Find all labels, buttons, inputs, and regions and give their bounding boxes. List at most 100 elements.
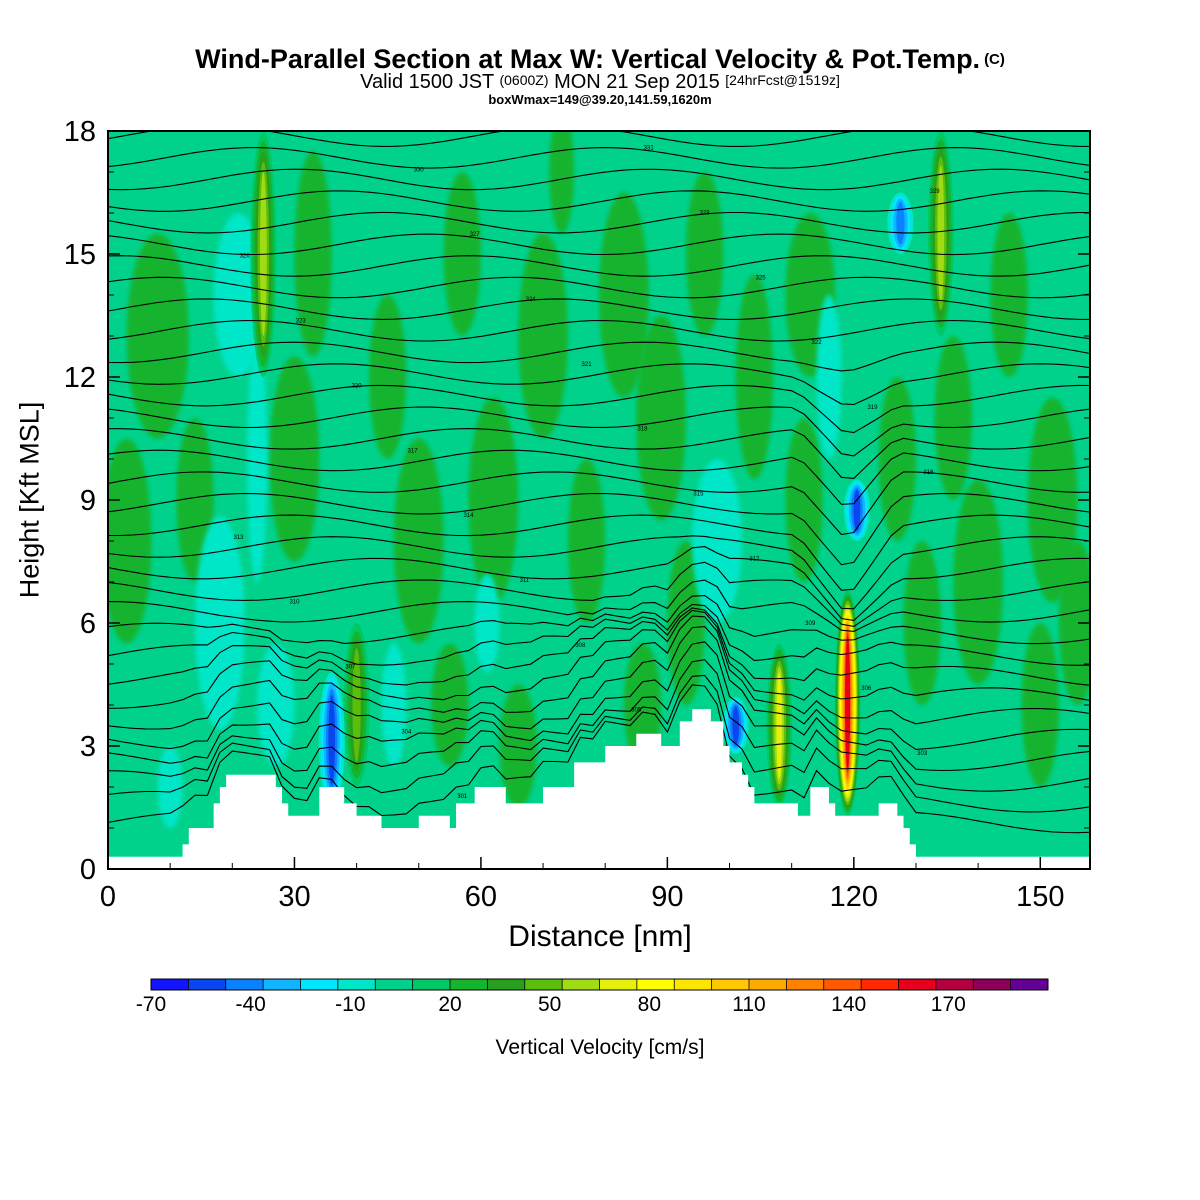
isentrope-line — [108, 428, 1090, 479]
isentrope-line — [108, 341, 1090, 372]
field-texture — [381, 643, 407, 767]
valid-forecast: [24hrFcst@1519z] — [725, 72, 840, 88]
field-texture — [369, 295, 407, 459]
axes: 0 30 60 90 120 150 0 3 6 9 12 15 18 — [64, 116, 1090, 913]
field-texture — [393, 438, 444, 644]
colorbar-swatch — [599, 979, 638, 990]
y-tick-label: 18 — [64, 116, 96, 148]
colorbar-tick-label: -40 — [235, 993, 265, 1016]
isentrope-label: 303 — [917, 751, 928, 757]
isentrope-line — [108, 546, 1090, 621]
field-texture — [990, 213, 1028, 377]
y-axis-label: Height [Kft MSL] — [14, 401, 45, 599]
colorbar-tick-label: -10 — [335, 993, 365, 1016]
colorbar-swatch — [450, 979, 488, 990]
isentrope-label: 333 — [358, 102, 369, 108]
copyright-mark: (C) — [984, 51, 1005, 68]
colorbar-tick-label: -70 — [136, 993, 166, 1016]
field-texture — [785, 418, 823, 582]
colorbar-swatch — [375, 979, 414, 990]
isentrope-label: 332 — [874, 124, 885, 130]
isentrope-line — [108, 561, 1090, 627]
colorbar-swatch — [300, 979, 339, 990]
isentrope-line — [108, 276, 1090, 299]
colorbar-swatch — [225, 979, 264, 990]
isentrope-label: 330 — [414, 167, 425, 173]
x-tick-label: 150 — [1016, 881, 1064, 913]
downdraft-cell — [722, 696, 749, 755]
colorbar-tick-label: 140 — [831, 993, 866, 1016]
updraft-cell-level — [845, 636, 851, 770]
field-texture — [686, 172, 724, 336]
colorbar-label: Vertical Velocity [cm/s] — [495, 1036, 705, 1059]
isentrope-line — [108, 298, 1090, 320]
downdraft-cell-level — [732, 706, 740, 745]
isentrope-line — [108, 659, 1090, 792]
isentrope-label: 313 — [234, 535, 245, 541]
isentrope-line — [108, 684, 1090, 834]
field-texture — [816, 295, 842, 459]
isentrope-label: 322 — [812, 340, 823, 346]
isentrope-line — [108, 147, 1090, 169]
x-tick-label: 0 — [100, 881, 116, 913]
colorbar-swatch — [749, 979, 787, 990]
isentrope-line — [108, 492, 1090, 566]
colorbar-swatch — [786, 979, 825, 990]
field-texture — [599, 192, 649, 398]
colorbar-swatch — [711, 979, 750, 990]
y-tick-label: 9 — [80, 485, 96, 517]
downdraft-cell-level — [853, 489, 861, 531]
isentrope-label: 314 — [463, 513, 474, 519]
isentrope-label: 318 — [637, 427, 648, 433]
isentrope-line — [108, 615, 1090, 730]
colorbar-swatch — [861, 979, 899, 990]
downdraft-cell — [318, 672, 345, 808]
isentrope-line — [108, 168, 1090, 191]
isentrope-line — [108, 255, 1090, 277]
updraft-cell — [834, 590, 861, 816]
isentrope-label: 328 — [700, 210, 711, 216]
chart-title-text: Wind-Parallel Section at Max W: Vertical… — [195, 44, 981, 74]
field-texture — [1058, 541, 1090, 705]
isentrope-label: 315 — [693, 492, 704, 498]
colorbar: -70 -40 -10 20 50 80 110 140 170 — [136, 978, 1049, 1016]
x-tick-label: 120 — [830, 881, 878, 913]
isentrope-line — [108, 104, 1090, 124]
isentrope-label: 305 — [631, 708, 642, 714]
field-texture — [953, 479, 1003, 685]
vertical-velocity-field — [108, 131, 1090, 869]
x-tick-label: 90 — [651, 881, 683, 913]
isentrope-line — [108, 471, 1090, 536]
colorbar-swatch — [823, 979, 862, 990]
colorbar-tick-label: 110 — [732, 993, 765, 1016]
field-texture — [468, 397, 519, 603]
isentrope-label: 317 — [408, 448, 419, 454]
boxwmax-line: boxWmax=149@39.20,141.59,1620m — [488, 92, 712, 107]
valid-date: MON 21 Sep 2015 — [554, 71, 720, 93]
isentrope-label: 311 — [520, 578, 530, 584]
colorbar-swatch — [524, 979, 563, 990]
colorbar-swatch — [337, 979, 376, 990]
updraft-cell-level — [937, 165, 945, 302]
x-tick-label: 30 — [278, 881, 310, 913]
colorbar-swatch — [898, 979, 937, 990]
colorbar-swatch — [263, 979, 301, 990]
colorbar-swatch — [636, 979, 675, 990]
colorbar-swatch — [151, 979, 189, 990]
downdraft-cell — [887, 192, 914, 254]
field-texture — [195, 516, 245, 730]
isentrope-label: 308 — [575, 643, 586, 649]
downdraft-cell-level — [328, 694, 336, 785]
x-axis-label: Distance [nm] — [508, 920, 692, 953]
isentrope-line — [108, 535, 1090, 610]
isentrope-line — [108, 607, 1090, 686]
colorbar-tick-label: 20 — [438, 993, 461, 1016]
isentrope-line — [108, 363, 1090, 406]
isentrope-line — [108, 514, 1090, 591]
field-texture — [1021, 623, 1059, 787]
colorbar-tick-label: 80 — [638, 993, 661, 1016]
colorbar-swatch — [935, 979, 974, 990]
field-texture — [269, 356, 320, 562]
isentrope-line — [108, 609, 1090, 709]
